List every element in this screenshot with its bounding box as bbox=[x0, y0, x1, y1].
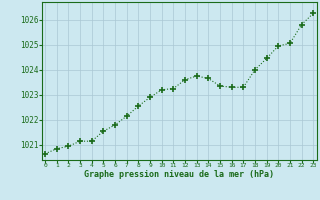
X-axis label: Graphe pression niveau de la mer (hPa): Graphe pression niveau de la mer (hPa) bbox=[84, 170, 274, 179]
